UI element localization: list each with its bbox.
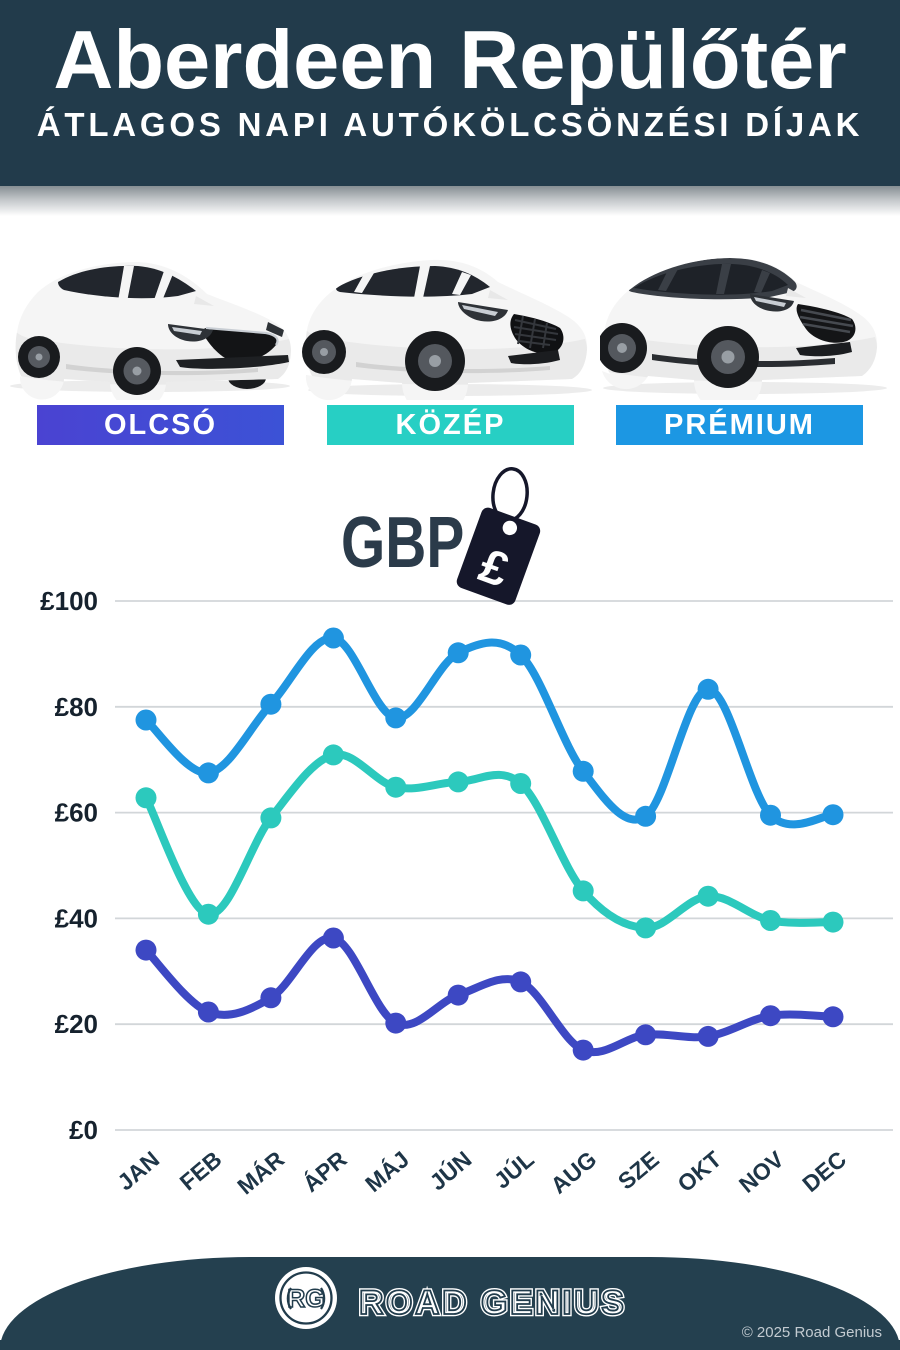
svg-text:OKT: OKT (672, 1146, 726, 1197)
svg-text:JAN: JAN (112, 1146, 164, 1195)
svg-text:NOV: NOV (734, 1145, 789, 1197)
svg-text:£20: £20 (55, 1009, 98, 1039)
svg-text:DEC: DEC (797, 1146, 851, 1197)
svg-text:ÁPR: ÁPR (297, 1145, 352, 1197)
svg-text:RG: RG (287, 1285, 325, 1313)
svg-text:MÁR: MÁR (232, 1145, 290, 1200)
svg-text:ROAD GENIUS: ROAD GENIUS (359, 1284, 626, 1322)
svg-text:MÁJ: MÁJ (359, 1145, 414, 1197)
svg-text:£0: £0 (69, 1115, 98, 1145)
svg-text:£80: £80 (55, 692, 98, 722)
svg-text:£60: £60 (55, 798, 98, 828)
svg-text:JÚN: JÚN (424, 1145, 477, 1195)
svg-text:£100: £100 (40, 586, 98, 616)
svg-text:SZE: SZE (613, 1146, 664, 1195)
svg-text:AUG: AUG (546, 1146, 602, 1199)
svg-text:ROAD GENIUS: ROAD GENIUS (359, 1284, 626, 1322)
svg-text:FEB: FEB (175, 1146, 227, 1195)
svg-text:JÚL: JÚL (488, 1145, 539, 1194)
svg-text:£40: £40 (55, 903, 98, 933)
